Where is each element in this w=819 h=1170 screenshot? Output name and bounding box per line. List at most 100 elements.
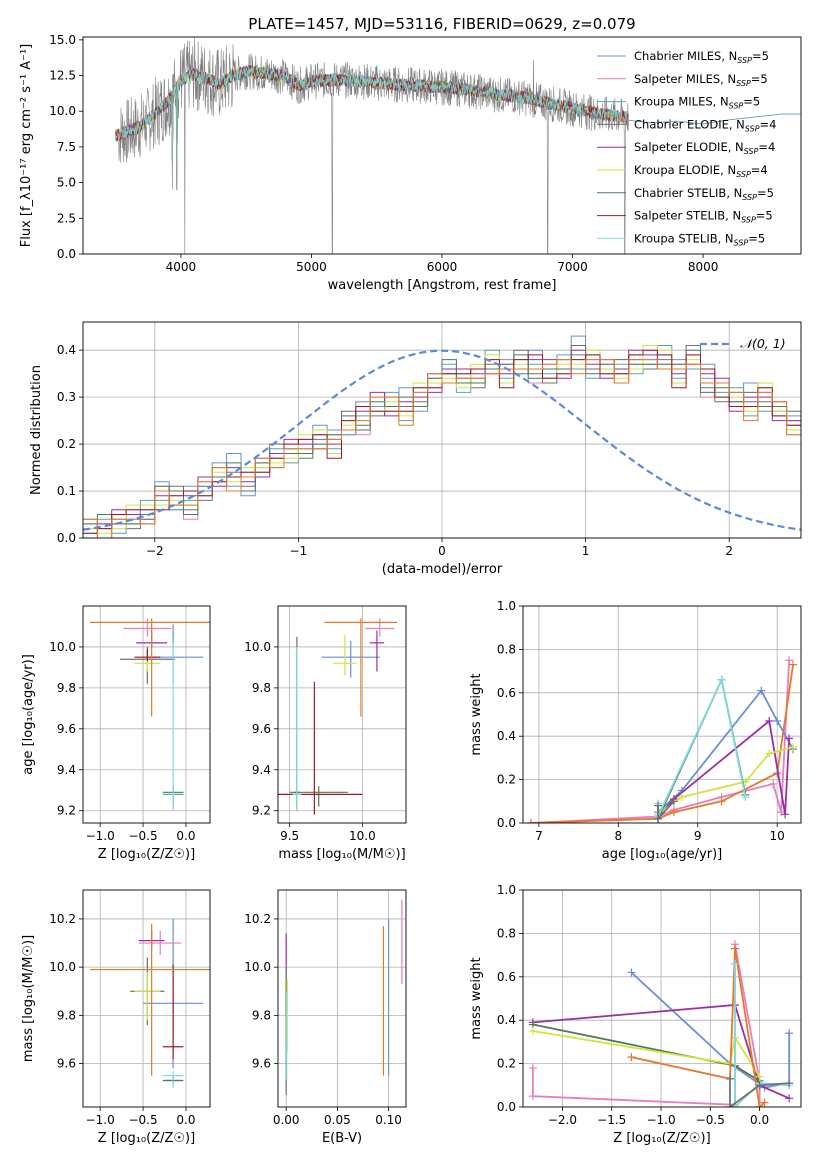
x-tick-label: 4000 xyxy=(166,260,197,274)
y-tick-label: 0.8 xyxy=(497,926,516,940)
legend-label-normal: 𝒩(0, 1) xyxy=(740,336,786,351)
legend-label: Salpeter MILES, NSSP=5 xyxy=(634,72,768,88)
y-tick-label: 10.0 xyxy=(244,960,271,974)
series-marker-kroupa_elodie xyxy=(528,1027,537,1036)
data-spectrum-line xyxy=(117,37,629,254)
x-tick-label: −1.0 xyxy=(646,1113,675,1127)
y-tick-label: 0.0 xyxy=(497,816,516,830)
series-marker-salpeter_elodie xyxy=(785,1094,794,1103)
axes-frame xyxy=(522,605,802,824)
y-tick-label: 10.0 xyxy=(244,640,271,654)
plot-content xyxy=(115,37,801,254)
histogram-chabrier_stelib xyxy=(83,345,801,525)
panel-massweight_vs_age: 7 8 9 10 0.0 0.2 0.4 0.6 0.8 1.0 age [log₁₀(age/yr… xyxy=(469,599,802,862)
series-marker-chabrier_elodie xyxy=(785,1079,794,1088)
x-tick-label: 8 xyxy=(614,829,622,843)
legend-label: Salpeter ELODIE, NSSP=4 xyxy=(634,140,775,156)
histogram-salpeter_stelib xyxy=(83,349,801,534)
series-marker-chabrier_elodie xyxy=(669,797,678,806)
spectrum-legend: Chabrier MILES, NSSP=5 Salpeter MILES, NS… xyxy=(597,49,776,247)
y-tick-label: 9.6 xyxy=(57,722,76,736)
x-tick-label: 9.5 xyxy=(280,829,299,843)
x-tick-label: 0.10 xyxy=(375,1113,402,1127)
x-tick-label: 0.0 xyxy=(750,1113,769,1127)
x-axis-label: wavelength [Angstrom, rest frame] xyxy=(328,278,557,293)
x-tick-label: 10.0 xyxy=(349,829,376,843)
y-tick-label: 10.2 xyxy=(49,912,76,926)
axes-frame xyxy=(82,36,802,255)
axes-frame xyxy=(522,889,802,1108)
x-tick-label: 5000 xyxy=(296,260,327,274)
series-marker-chabrier_elodie xyxy=(726,1103,735,1107)
plot-content xyxy=(83,322,801,538)
y-tick-label: 2.5 xyxy=(57,211,76,225)
y-tick-label: 0.0 xyxy=(57,531,76,545)
series-marker-chabrier_elodie xyxy=(755,1081,764,1090)
axes-frame xyxy=(277,889,407,1108)
y-tick-label: 9.8 xyxy=(252,1008,271,1022)
y-axis-label: age [log₁₀(age/yr)] xyxy=(21,654,36,775)
series-marker-kroupa_elodie xyxy=(789,743,798,752)
plot-area xyxy=(83,890,210,1107)
y-tick-label: 1.0 xyxy=(497,883,516,897)
series-marker-orange xyxy=(717,797,726,806)
y-tick-label: 7.5 xyxy=(57,140,76,154)
series-marker-chabrier_miles xyxy=(757,686,766,695)
x-tick-label: 7000 xyxy=(557,260,588,274)
y-tick-label: 5.0 xyxy=(57,176,76,190)
y-tick-label: 10.2 xyxy=(244,912,271,926)
y-tick-label: 9.4 xyxy=(57,763,76,777)
y-tick-label: 0.4 xyxy=(497,1013,516,1027)
y-tick-label: 9.6 xyxy=(252,1057,271,1071)
series-marker-orange xyxy=(789,660,798,669)
x-tick-label: 0 xyxy=(438,544,446,558)
x-axis-label: mass [log₁₀(M/M☉)] xyxy=(278,847,405,862)
x-tick-label: 6000 xyxy=(427,260,458,274)
y-tick-label: 9.6 xyxy=(252,722,271,736)
plot-area xyxy=(523,606,801,823)
x-tick-label: 2 xyxy=(725,544,733,558)
x-tick-label: −0.5 xyxy=(696,1113,725,1127)
panel-mass_vs_EBV: 0.00 0.05 0.10 9.6 9.8 10.0 10.2 E(B-V) xyxy=(244,889,407,1146)
series-marker-salpeter_elodie xyxy=(785,734,794,743)
series-marker-orange xyxy=(760,1098,769,1107)
x-tick-label: −2.0 xyxy=(548,1113,577,1127)
model-line-extension xyxy=(624,113,801,125)
x-tick-label: −1.0 xyxy=(86,1113,115,1127)
x-tick-label: 1 xyxy=(582,544,590,558)
axes-frame xyxy=(82,321,802,539)
series-marker-kroupa_elodie xyxy=(677,792,686,801)
series-marker-salpeter_miles xyxy=(785,656,794,665)
x-axis-label: Z [log₁₀(Z/Z☉)] xyxy=(98,847,195,862)
x-tick-label: −0.5 xyxy=(128,1113,157,1127)
series-line-orange xyxy=(530,664,794,823)
plot-area xyxy=(278,606,406,823)
series-marker-salpeter_miles xyxy=(528,1063,537,1072)
spectrum-title: PLATE=1457, MJD=53116, FIBERID=0629, z=0… xyxy=(248,15,635,33)
series-marker-chabrier_miles xyxy=(785,1029,794,1038)
x-tick-label: −1.0 xyxy=(86,829,115,843)
series-marker-salpeter_miles xyxy=(528,1092,537,1101)
y-tick-label: 1.0 xyxy=(497,599,516,613)
series-marker-orange xyxy=(526,819,535,823)
series-marker-chabrier_miles xyxy=(773,717,782,726)
y-tick-label: 9.4 xyxy=(252,763,271,777)
y-tick-label: 9.8 xyxy=(57,1008,76,1022)
x-axis-label: Z [log₁₀(Z/Z☉)] xyxy=(98,1131,195,1146)
y-tick-label: 9.2 xyxy=(252,804,271,818)
x-tick-label: 0.0 xyxy=(176,1113,195,1127)
y-tick-label: 10.0 xyxy=(49,104,76,118)
x-tick-label: 10 xyxy=(770,829,785,843)
axes-frame xyxy=(277,605,407,824)
y-tick-label: 0.6 xyxy=(497,686,516,700)
x-axis-label: (data-model)/error xyxy=(382,562,503,577)
y-tick-label: 9.8 xyxy=(57,681,76,695)
series-marker-kroupa_stelib xyxy=(741,792,750,801)
legend-label: Salpeter STELIB, NSSP=5 xyxy=(634,209,773,225)
series-marker-chabrier_elodie xyxy=(726,1074,735,1083)
x-tick-label: 0.05 xyxy=(324,1113,351,1127)
legend-label: Chabrier STELIB, NSSP=5 xyxy=(634,186,774,202)
panel-spectrum: 4000 5000 6000 7000 8000 0.0 2.5 5.0 7.5 10.0 12.5… xyxy=(19,33,802,293)
model-line-orange xyxy=(605,113,628,121)
